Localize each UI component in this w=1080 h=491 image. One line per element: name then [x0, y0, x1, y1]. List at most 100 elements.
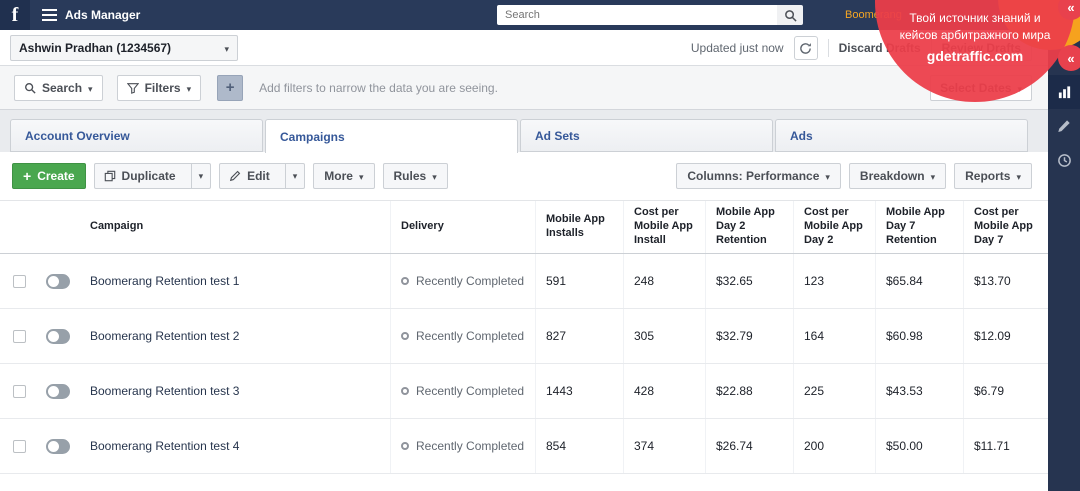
- toggle-knob: [48, 440, 59, 452]
- add-filter-button[interactable]: [217, 74, 244, 101]
- columns-button[interactable]: Columns: Performance: [676, 163, 841, 189]
- campaign-name[interactable]: Boomerang Retention test 3: [90, 384, 240, 398]
- search-filter-button[interactable]: Search: [14, 74, 103, 101]
- edit-button[interactable]: Edit: [219, 163, 306, 189]
- column-header-cost-day2[interactable]: Cost per Mobile App Day 2: [793, 201, 875, 253]
- chevron-down-icon: [931, 169, 936, 183]
- metric-cost-day7: $12.09: [963, 309, 1048, 363]
- more-button[interactable]: More: [313, 163, 375, 189]
- delivery-status-icon: [401, 277, 409, 285]
- table-body: Boomerang Retention test 1 Recently Comp…: [0, 254, 1048, 474]
- search-filter-label: Search: [42, 80, 83, 95]
- metric-day7-retention: $43.53: [875, 364, 963, 418]
- header-toggle-cell: [36, 201, 80, 253]
- columns-label: Columns: Performance: [687, 169, 820, 183]
- tab-account-overview[interactable]: Account Overview: [10, 119, 263, 152]
- select-dates-button[interactable]: Select Dates: [930, 75, 1032, 101]
- account-selector[interactable]: Ashwin Pradhan (1234567): [10, 34, 238, 61]
- tab-campaigns[interactable]: Campaigns: [265, 119, 518, 153]
- search-button[interactable]: [777, 5, 803, 25]
- account-bar: Ashwin Pradhan (1234567) Updated just no…: [0, 30, 1048, 66]
- chevron-down-icon: [825, 169, 830, 183]
- search-input[interactable]: [497, 5, 777, 25]
- tab-ad-sets[interactable]: Ad Sets: [520, 119, 773, 152]
- delivery-status: Recently Completed: [416, 384, 525, 398]
- toggle-knob: [48, 275, 59, 287]
- chevron-down-icon: [359, 169, 364, 183]
- campaign-toggle[interactable]: [46, 273, 70, 289]
- reports-button[interactable]: Reports: [954, 163, 1032, 189]
- campaign-name[interactable]: Boomerang Retention test 2: [90, 329, 240, 343]
- toolbar: Create Duplicate Edit: [0, 152, 1048, 200]
- metric-cost-per-install: 305: [623, 309, 705, 363]
- metric-cost-day7: $13.70: [963, 254, 1048, 308]
- metric-cost-day2: 164: [793, 309, 875, 363]
- select-dates-label: Select Dates: [940, 81, 1012, 95]
- nav-search: [497, 5, 803, 25]
- discard-drafts-button[interactable]: Discard Drafts: [838, 41, 921, 55]
- updated-status: Updated just now: [690, 41, 784, 55]
- column-header-cost-per-install[interactable]: Cost per Mobile App Install: [623, 201, 705, 253]
- filters-button[interactable]: Filters: [116, 74, 202, 101]
- edit-label: Edit: [247, 169, 270, 183]
- table-row[interactable]: Boomerang Retention test 4 Recently Comp…: [0, 419, 1048, 474]
- table-row[interactable]: Boomerang Retention test 2 Recently Comp…: [0, 309, 1048, 364]
- table-header: Campaign Delivery Mobile App Installs Co…: [0, 200, 1048, 254]
- column-header-installs[interactable]: Mobile App Installs: [535, 201, 623, 253]
- rail-history-button[interactable]: [1048, 143, 1080, 177]
- metric-installs: 827: [535, 309, 623, 363]
- table-row[interactable]: Boomerang Retention test 1 Recently Comp…: [0, 254, 1048, 309]
- rail-edit-button[interactable]: [1048, 109, 1080, 143]
- row-checkbox[interactable]: [13, 329, 26, 343]
- campaigns-panel: Create Duplicate Edit: [0, 152, 1048, 491]
- delivery-status: Recently Completed: [416, 439, 525, 453]
- tab-ads[interactable]: Ads: [775, 119, 1028, 152]
- row-checkbox[interactable]: [13, 439, 26, 453]
- metric-day7-retention: $50.00: [875, 419, 963, 473]
- metric-day2-retention: $22.88: [705, 364, 793, 418]
- rules-button[interactable]: Rules: [382, 163, 448, 189]
- tab-bar: Account Overview Campaigns Ad Sets Ads: [0, 119, 1048, 153]
- menu-icon[interactable]: [42, 6, 57, 24]
- table-row[interactable]: Boomerang Retention test 3 Recently Comp…: [0, 364, 1048, 419]
- duplicate-label: Duplicate: [121, 169, 176, 183]
- row-checkbox[interactable]: [13, 384, 26, 398]
- metric-cost-day7: $11.71: [963, 419, 1048, 473]
- campaign-toggle[interactable]: [46, 383, 70, 399]
- column-header-day7-retention[interactable]: Mobile App Day 7 Retention: [875, 201, 963, 253]
- column-header-campaign[interactable]: Campaign: [90, 220, 144, 233]
- breakdown-button[interactable]: Breakdown: [848, 163, 947, 189]
- duplicate-dropdown-caret[interactable]: [190, 164, 211, 188]
- delivery-status-icon: [401, 332, 409, 340]
- refresh-button[interactable]: [793, 36, 818, 60]
- right-sidebar: [1048, 30, 1080, 491]
- rail-charts-button[interactable]: [1048, 75, 1080, 109]
- campaign-toggle[interactable]: [46, 438, 70, 454]
- column-header-cost-day7[interactable]: Cost per Mobile App Day 7: [963, 201, 1048, 253]
- column-header-delivery[interactable]: Delivery: [390, 201, 535, 253]
- clock-icon: [1057, 153, 1071, 167]
- breakdown-label: Breakdown: [859, 169, 925, 183]
- column-header-day2-retention[interactable]: Mobile App Day 2 Retention: [705, 201, 793, 253]
- facebook-logo-icon[interactable]: [0, 0, 30, 30]
- search-icon: [25, 82, 36, 94]
- metric-day7-retention: $65.84: [875, 254, 963, 308]
- campaign-name[interactable]: Boomerang Retention test 1: [90, 274, 240, 288]
- delivery-status: Recently Completed: [416, 274, 525, 288]
- review-drafts-button[interactable]: Review Drafts: [930, 35, 1032, 61]
- create-button[interactable]: Create: [12, 163, 86, 189]
- campaign-name[interactable]: Boomerang Retention test 4: [90, 439, 240, 453]
- metric-cost-per-install: 374: [623, 419, 705, 473]
- toggle-knob: [48, 385, 59, 397]
- filter-hint: Add filters to narrow the data you are s…: [259, 80, 498, 95]
- row-checkbox[interactable]: [13, 274, 26, 288]
- filters-label: Filters: [144, 80, 181, 95]
- campaign-toggle[interactable]: [46, 328, 70, 344]
- top-nav: Ads Manager Boomerang: [0, 0, 1080, 30]
- edit-dropdown-caret[interactable]: [284, 164, 305, 188]
- metric-installs: 591: [535, 254, 623, 308]
- rules-label: Rules: [393, 169, 427, 183]
- duplicate-button[interactable]: Duplicate: [93, 163, 212, 189]
- chevron-down-icon: [224, 41, 229, 55]
